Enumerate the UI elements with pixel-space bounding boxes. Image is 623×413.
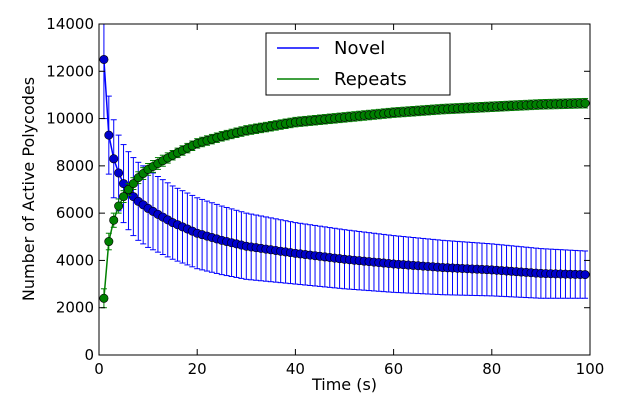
y-tick-label: 14000 bbox=[46, 15, 94, 33]
x-axis-label: Time (s) bbox=[311, 375, 377, 394]
y-tick-label: 12000 bbox=[46, 62, 94, 80]
x-tick-label: 60 bbox=[384, 360, 403, 378]
series-repeats bbox=[99, 97, 590, 309]
y-tick-label: 6000 bbox=[56, 204, 94, 222]
legend: Novel Repeats bbox=[265, 32, 451, 96]
y-axis-label: Number of Active Polycodes bbox=[19, 77, 38, 301]
data-point bbox=[580, 98, 590, 108]
data-point bbox=[123, 185, 133, 195]
x-tick-label: 100 bbox=[576, 360, 605, 378]
data-point bbox=[99, 54, 109, 64]
data-point bbox=[114, 168, 124, 178]
data-point bbox=[114, 201, 124, 211]
y-tick-label: 4000 bbox=[56, 251, 94, 269]
y-tick-label: 0 bbox=[84, 346, 94, 364]
legend-label-repeats: Repeats bbox=[334, 69, 407, 90]
x-tick-label: 0 bbox=[94, 360, 104, 378]
legend-box bbox=[265, 32, 451, 96]
data-point bbox=[128, 179, 138, 189]
x-tick-label: 80 bbox=[482, 360, 501, 378]
legend-label-novel: Novel bbox=[334, 38, 385, 59]
data-point bbox=[99, 293, 109, 303]
data-point bbox=[580, 270, 590, 280]
series-novel bbox=[99, 24, 590, 299]
data-point bbox=[119, 192, 129, 202]
y-tick-label: 8000 bbox=[56, 157, 94, 175]
data-point bbox=[104, 237, 114, 247]
axes-layer: 0 20 40 60 80 100 0 2000 4000 6000 8000 10000 12000 1… bbox=[46, 15, 604, 378]
plot-frame bbox=[98, 23, 591, 356]
y-tick-label: 2000 bbox=[56, 299, 94, 317]
data-point bbox=[104, 130, 114, 140]
data-point bbox=[109, 215, 119, 225]
x-tick-label: 20 bbox=[188, 360, 207, 378]
x-tick-label: 40 bbox=[286, 360, 305, 378]
data-point bbox=[109, 154, 119, 164]
series-layer bbox=[99, 24, 590, 309]
y-tick-label: 10000 bbox=[46, 110, 94, 128]
